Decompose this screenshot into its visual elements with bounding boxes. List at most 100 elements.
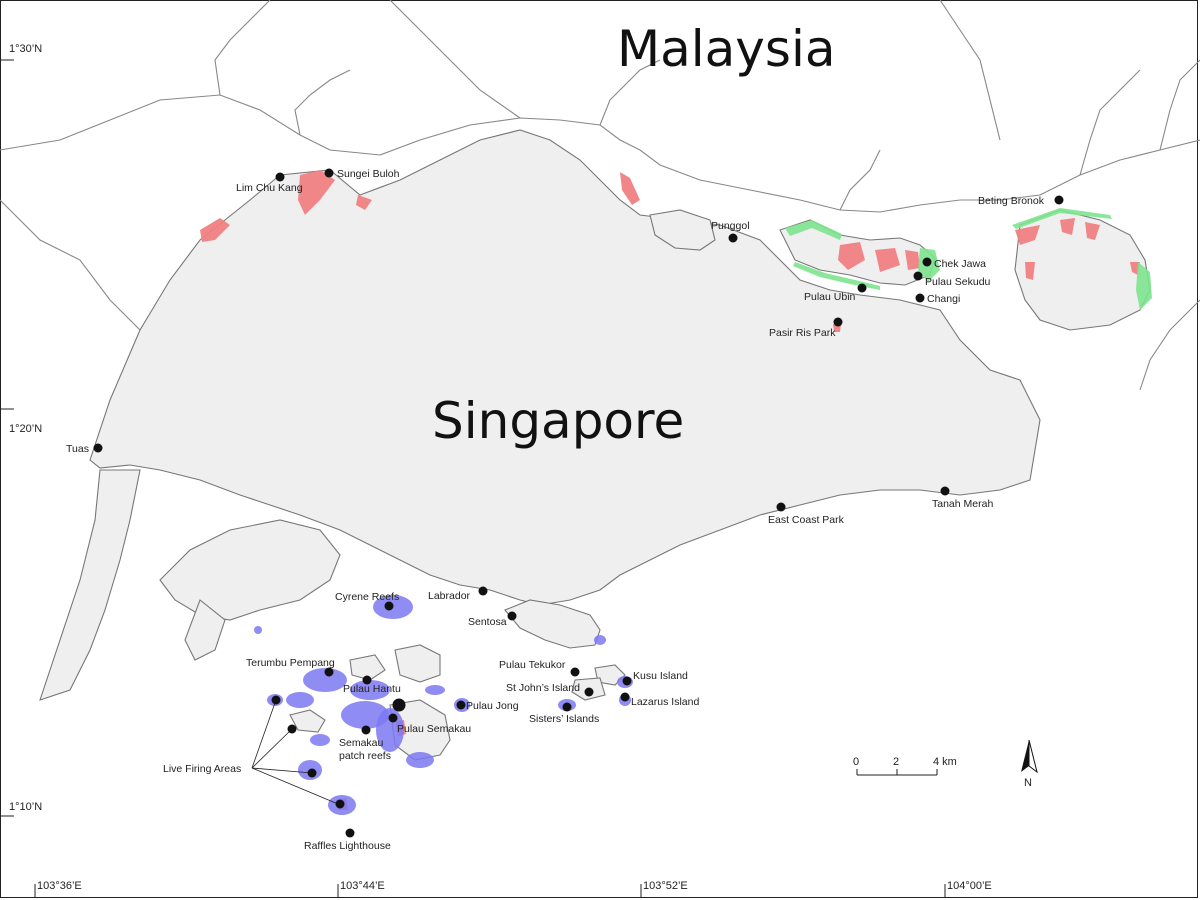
country-label-singapore: Singapore [432, 392, 684, 450]
site-dot-cyrene [384, 601, 394, 611]
site-dot-live-firing-3 [307, 768, 317, 778]
site-label-pasir-ris: Pasir Ris Park [769, 327, 836, 339]
site-markers [93, 168, 1064, 838]
johor-river-3 [389, 0, 521, 119]
mangrove-sungei-buloh [298, 170, 335, 215]
site-dot-semakau-patch [361, 725, 371, 735]
site-label-raffles: Raffles Lighthouse [304, 840, 391, 852]
site-dot-tuas [93, 443, 103, 453]
johor-river-1 [214, 0, 271, 96]
longitude-ticks: 103°36’E 103°44’E 103°52’E 104°00’E [34, 880, 992, 898]
reef-patch-2 [310, 734, 330, 746]
small-island-1 [289, 709, 326, 733]
scale-bar: 0 2 4 km [853, 756, 957, 776]
latitude-ticks: 1°30’N 1°20’N 1°10’N [0, 43, 42, 817]
site-label-sisters: Sisters’ Islands [529, 713, 599, 725]
reef-sentosa [594, 635, 606, 645]
sentosa-island [504, 599, 601, 649]
site-label-kusu: Kusu Island [633, 670, 688, 682]
reef-bukom [425, 685, 445, 695]
lat-label-3: 1°10’N [9, 801, 42, 813]
site-label-semakau: Semakau [339, 737, 384, 749]
site-label-terumbu-pempang: Terumbu Pempang [246, 657, 335, 669]
lon-label-4: 104°00’E [947, 880, 992, 892]
johor-river-6 [939, 0, 1001, 141]
bukom-island [394, 644, 441, 683]
mangrove-ubin-1 [838, 242, 865, 270]
site-label-labrador: Labrador [428, 590, 471, 602]
site-dot-pasir-ris [833, 317, 843, 327]
live-firing-leader-2 [251, 728, 293, 769]
malaysia-coastline [0, 94, 1200, 213]
site-dot-semakau-large [392, 698, 406, 712]
site-label-st-johns: St John’s Island [506, 682, 580, 694]
site-dot-pulau-sekudu [913, 271, 923, 281]
site-label-beting-bronok: Beting Bronok [978, 195, 1045, 207]
site-label-lim-chu-kang: Lim Chu Kang [236, 182, 303, 194]
site-dot-terumbu-pempang [324, 667, 334, 677]
site-dot-pulau-jong [456, 700, 466, 710]
seagrass-ubin-north [785, 220, 842, 240]
north-arrow: N [1021, 739, 1038, 789]
site-dot-raffles [345, 828, 355, 838]
johor-river-8 [1159, 59, 1200, 151]
reef-semakau-south [406, 752, 434, 768]
site-label-pulau-ubin: Pulau Ubin [804, 291, 856, 303]
site-label-tuas: Tuas [66, 443, 89, 455]
site-label-changi: Changi [927, 293, 960, 305]
reef-west [254, 626, 262, 634]
site-label-sentosa: Sentosa [468, 616, 507, 628]
site-label-lazarus: Lazarus Island [631, 696, 699, 708]
site-label-patch-reefs: patch reefs [339, 750, 391, 762]
country-label-malaysia: Malaysia [617, 20, 835, 78]
site-dot-punggol [728, 233, 738, 243]
site-dot-sungei-buloh [324, 168, 334, 178]
johor-river-2 [294, 69, 351, 136]
site-label-pulau-jong: Pulau Jong [466, 700, 519, 712]
north-label: N [1024, 777, 1032, 789]
mangrove-ubin-3 [905, 250, 920, 270]
site-dot-sentosa [507, 611, 517, 621]
north-arrow-icon-right [1028, 739, 1038, 774]
scale-label-2: 2 [893, 756, 899, 768]
site-dot-lazarus [620, 692, 630, 702]
lat-label-1: 1°30’N [9, 43, 42, 55]
mangrove-tekong-1 [1015, 225, 1040, 245]
mangrove-lim-chu-kang [200, 218, 230, 242]
site-dot-live-firing-4 [335, 799, 345, 809]
mangrove-tekong-4 [1025, 262, 1035, 280]
johor-river-5 [839, 149, 881, 211]
site-label-east-coast: East Coast Park [768, 514, 845, 526]
site-dot-changi [915, 293, 925, 303]
site-dot-lim-chu-kang [275, 172, 285, 182]
jurong-island [159, 519, 341, 621]
lon-label-3: 103°52’E [643, 880, 688, 892]
site-label-punggol: Punggol [711, 220, 750, 232]
north-arrow-icon [1021, 740, 1029, 772]
reef-terumbu-pempang [303, 668, 347, 692]
site-label-pulau-tekukor: Pulau Tekukor [499, 659, 566, 671]
punggol-island [649, 209, 716, 251]
site-dot-st-johns [584, 687, 594, 697]
site-label-cyrene: Cyrene Reefs [335, 591, 399, 603]
johor-coast-east [1139, 299, 1200, 391]
singapore-main-island [89, 129, 1041, 606]
mangrove-tekong-3 [1085, 222, 1100, 240]
mangrove-tekong-2 [1060, 218, 1075, 235]
scale-label-0: 0 [853, 756, 859, 768]
site-label-pulau-semakau: Pulau Semakau [397, 723, 471, 735]
site-dot-kusu [622, 676, 632, 686]
jurong-island-west [184, 599, 226, 661]
site-dot-live-firing-2 [287, 724, 297, 734]
site-dot-pulau-hantu [362, 675, 372, 685]
seagrass-tekong-east [1136, 262, 1152, 310]
johor-river-7 [1079, 69, 1141, 176]
site-dot-chek-jawa [922, 257, 932, 267]
site-dot-pulau-tekukor [570, 667, 580, 677]
site-label-pulau-sekudu: Pulau Sekudu [925, 276, 991, 288]
site-label-live-firing: Live Firing Areas [163, 763, 241, 775]
site-dot-labrador [478, 586, 488, 596]
site-dot-sisters [562, 702, 572, 712]
mangrove-kranji [356, 195, 372, 210]
